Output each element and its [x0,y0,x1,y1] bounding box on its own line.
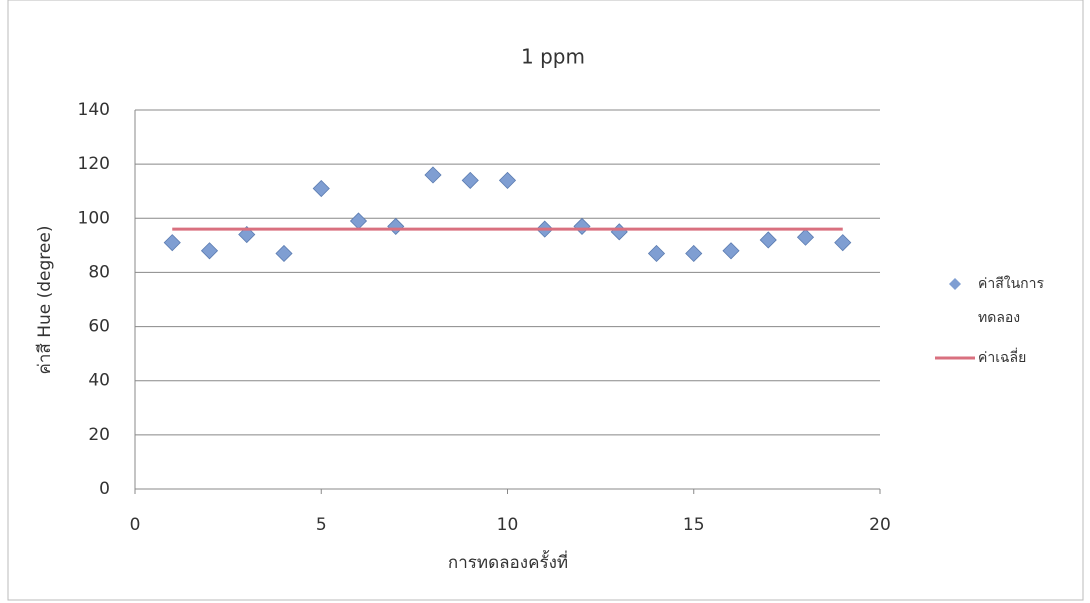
y-axis-title: ค่าสี Hue (degree) [35,226,55,375]
y-tick-label: 20 [88,425,110,445]
data-point [723,243,739,259]
data-point [798,229,814,245]
y-tick-label: 80 [88,262,110,282]
x-tick-label: 15 [683,515,705,535]
y-tick-label: 0 [99,479,110,499]
data-point [313,181,329,197]
y-tick-label: 40 [88,371,110,391]
x-tick-label: 5 [316,515,327,535]
y-tick-label: 100 [78,208,110,228]
page: 1 ppm การทดลองครั้งที่ ค่าสี Hue (degree… [0,0,1090,603]
x-tick-label: 0 [130,515,141,535]
y-tick-label: 140 [78,100,110,120]
data-point [500,172,516,188]
data-point [574,218,590,234]
data-point [388,218,404,234]
x-tick-label: 20 [869,515,891,535]
legend-label: ค่าสีในการทดลอง [978,267,1073,335]
chart-frame [8,0,1083,600]
data-point [649,245,665,261]
data-point [611,224,627,240]
chart: 1 ppm การทดลองครั้งที่ ค่าสี Hue (degree… [0,0,1090,603]
chart-title: 1 ppm [521,45,585,69]
x-tick-label: 10 [497,515,519,535]
data-point [760,232,776,248]
data-point [835,235,851,251]
x-axis-title: การทดลองครั้งที่ [448,550,568,573]
legend-marker [949,278,961,290]
data-point [462,172,478,188]
data-point [425,167,441,183]
data-point [686,245,702,261]
data-point [164,235,180,251]
y-tick-label: 120 [78,154,110,174]
data-point [351,213,367,229]
y-tick-label: 60 [88,317,110,337]
data-point [276,245,292,261]
legend-label: ค่าเฉลี่ย [978,341,1073,375]
data-point [202,243,218,259]
